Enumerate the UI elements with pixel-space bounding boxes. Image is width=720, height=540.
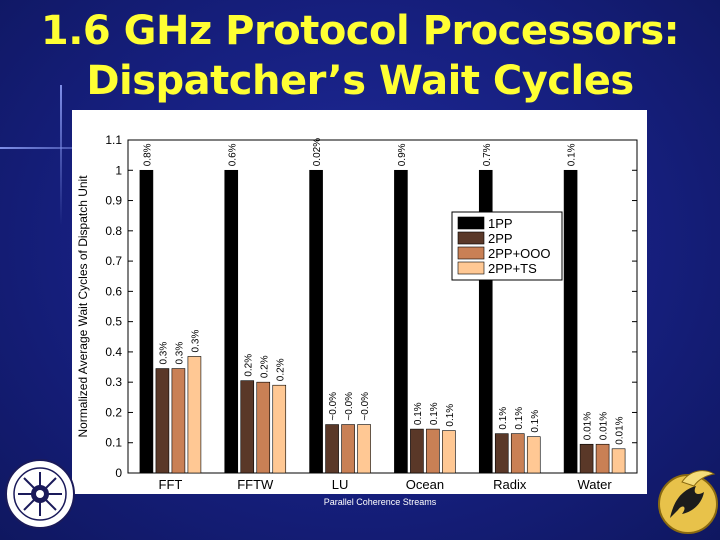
y-tick-label: 0.5 (105, 315, 122, 329)
bar-data-label: ~0.0% (360, 392, 371, 421)
bar-2pp-radix (494, 433, 509, 474)
bar-1pp-lu (309, 169, 323, 474)
bar-data-label: 0.3% (190, 330, 201, 353)
bar-data-label: 0.3% (174, 342, 185, 365)
institute-seal-logo (5, 459, 75, 529)
bar-data-label: 0.2% (259, 355, 270, 378)
bar-data-label: ~0.0% (328, 392, 339, 421)
bar-data-label: 0.2% (275, 358, 286, 381)
y-tick-label: 0.3 (105, 375, 122, 389)
y-tick-label: 1 (115, 163, 122, 177)
bar-2pp-ooo-radix (510, 433, 525, 474)
y-tick-label: 0 (115, 466, 122, 480)
bar-data-label: 0.1% (445, 404, 456, 427)
y-axis-label: Normalized Average Wait Cycles of Dispat… (76, 175, 90, 438)
legend-swatch (457, 216, 485, 230)
bar-data-label: 0.1% (429, 402, 440, 425)
y-tick-label: 0.7 (105, 254, 122, 268)
bar-1pp-ocean (394, 169, 408, 474)
bar-2pp-ooo-fft (171, 368, 186, 474)
x-category-label: FFT (159, 477, 183, 492)
legend-entry: 2PP (488, 231, 513, 246)
bar-data-label: ~0.0% (344, 392, 355, 421)
x-category-label: Ocean (406, 477, 444, 492)
y-tick-label: 0.8 (105, 224, 122, 238)
bar-2pp-ts-lu (357, 424, 371, 474)
bar-1pp-water (563, 169, 578, 474)
bar-chart: 0 0.1 0.2 0.3 0.4 0.5 0.6 0.7 0.8 0.9 1 1.1 Normaliz… (76, 133, 638, 492)
x-category-label: Radix (493, 477, 527, 492)
bar-data-label: 0.2% (243, 354, 254, 377)
bar-1pp-fftw (224, 169, 239, 474)
y-tick-label: 1.1 (105, 133, 122, 147)
bar-data-label: 0.02% (312, 138, 323, 166)
bar-2pp-ooo-water (595, 443, 610, 474)
x-category-label: FFTW (237, 477, 274, 492)
bar-data-label: 0.1% (530, 410, 541, 433)
bar-data-label: 0.1% (413, 402, 424, 425)
y-tick-label: 0.4 (105, 345, 122, 359)
x-category-label: LU (332, 477, 349, 492)
bar-data-label: 0.1% (498, 407, 509, 430)
legend-entry: 2PP+TS (488, 261, 537, 276)
bar-2pp-ts-fftw (272, 384, 287, 474)
bar-data-label: 0.8% (142, 143, 153, 166)
legend-entry: 1PP (488, 216, 513, 231)
y-tick-label: 0.6 (105, 284, 122, 298)
legend-swatch (457, 246, 485, 260)
legend-swatch (457, 261, 485, 275)
bar-data-label: 0.01% (599, 412, 610, 440)
bar-data-label: 0.01% (583, 412, 594, 440)
bar-data-label: 0.1% (567, 143, 578, 166)
bar-2pp-ooo-lu (341, 424, 355, 474)
slide-title-line2: Dispatcher’s Wait Cycles (86, 58, 634, 104)
bar-2pp-fftw (240, 380, 255, 474)
bar-2pp-ocean (410, 428, 424, 474)
slide-title: 1.6 GHz Protocol Processors: Dispatcher’… (0, 6, 720, 106)
bar-data-label: 0.3% (158, 342, 169, 365)
legend-swatch (457, 231, 485, 245)
bar-2pp-ooo-fftw (256, 381, 271, 474)
bar-2pp-ts-fft (187, 356, 202, 474)
decorative-line-vertical (60, 85, 62, 225)
bar-data-label: 0.7% (482, 143, 493, 166)
decorative-line-horizontal (0, 147, 140, 149)
pegasus-logo (658, 470, 718, 534)
plot-frame (127, 139, 638, 474)
x-category-label: Water (577, 477, 612, 492)
y-tick-label: 0.1 (105, 436, 122, 450)
y-tick-label: 0.9 (105, 194, 122, 208)
bar-2pp-ts-ocean (442, 430, 456, 474)
bar-2pp-water (579, 443, 594, 474)
bar-2pp-ooo-ocean (426, 428, 440, 474)
bar-data-label: 0.01% (615, 416, 626, 444)
bar-1pp-fft (139, 169, 154, 474)
bar-2pp-lu (325, 424, 339, 474)
bar-2pp-fft (155, 368, 170, 474)
y-tick-label: 0.2 (105, 405, 122, 419)
bar-data-label: 0.1% (514, 407, 525, 430)
bar-2pp-ts-water (611, 448, 626, 474)
footer-caption: Parallel Coherence Streams (323, 497, 437, 507)
bar-2pp-ts-radix (526, 436, 541, 474)
slide-title-line1: 1.6 GHz Protocol Processors: (40, 8, 680, 54)
bar-data-label: 0.6% (227, 143, 238, 166)
legend-entry: 2PP+OOO (488, 246, 551, 261)
chart-panel: 0 0.1 0.2 0.3 0.4 0.5 0.6 0.7 0.8 0.9 1 1.1 Normaliz… (72, 110, 647, 494)
bar-data-label: 0.9% (397, 143, 408, 166)
